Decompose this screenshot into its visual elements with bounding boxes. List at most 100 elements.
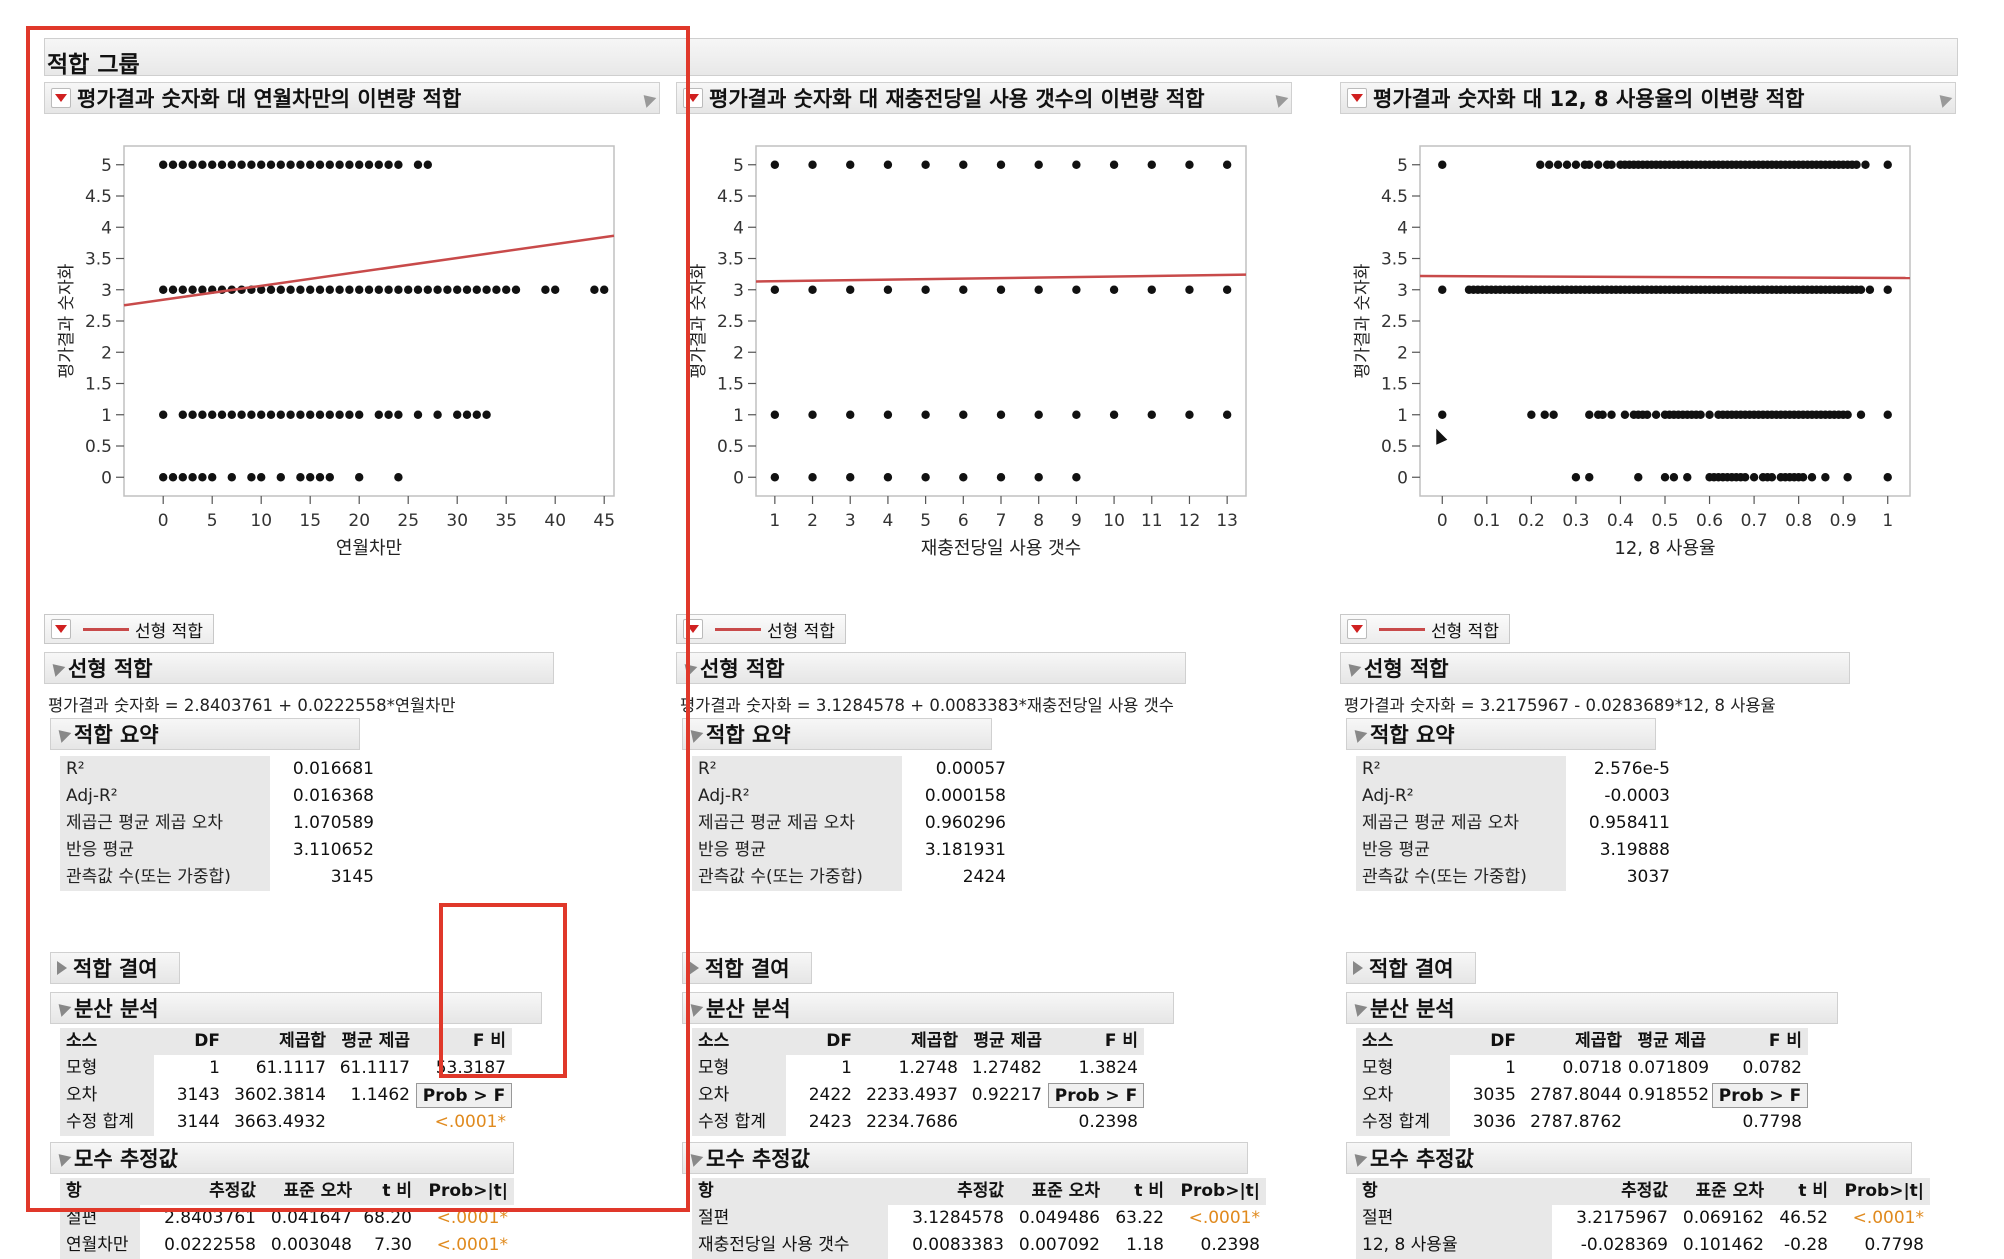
summary-value: 2.576e-5: [1593, 759, 1670, 779]
disclosure-closed-icon[interactable]: [689, 961, 699, 975]
data-point: [266, 285, 276, 294]
scatter-plot-svg[interactable]: 00.511.522.533.544.551 2 3 4 5 6 7 8 9 10 11 12 13재충…: [676, 126, 1286, 596]
red-triangle-menu-icon[interactable]: [51, 619, 71, 639]
parameter-estimates-outline[interactable]: 모수 추정값: [50, 1142, 514, 1174]
data-point: [1749, 473, 1759, 482]
data-point: [257, 410, 266, 419]
red-triangle-menu-icon[interactable]: [51, 88, 71, 108]
data-point: [335, 285, 344, 294]
anova-cell-f: 0.7798: [1742, 1112, 1802, 1132]
plot-frame: [755, 145, 1247, 497]
anova-outline[interactable]: 분산 분석: [682, 992, 1174, 1024]
collapse-triangle-icon[interactable]: [1934, 90, 1953, 108]
report-title-bar[interactable]: 평가결과 숫자화 대 연월차만의 이변량 적합: [44, 82, 660, 114]
data-point: [541, 285, 550, 294]
linear-fit-line[interactable]: [755, 273, 1247, 283]
param-header: 표준 오차: [1674, 1178, 1770, 1205]
data-point: [846, 410, 855, 419]
data-point: [404, 285, 413, 294]
param-header: t 비: [1770, 1178, 1834, 1205]
x-tick-label: 15: [299, 511, 321, 531]
summary-value: 3145: [330, 867, 374, 887]
red-triangle-menu-icon[interactable]: [683, 619, 703, 639]
data-point: [770, 410, 780, 419]
data-point: [296, 160, 305, 169]
disclosure-open-icon[interactable]: [47, 659, 66, 677]
linear-fit-line[interactable]: [1419, 274, 1911, 280]
report-title-bar[interactable]: 평가결과 숫자화 대 재충전당일 사용 갯수의 이변량 적합: [676, 82, 1292, 114]
anova-cell-ms: 1.1462: [350, 1085, 410, 1105]
fit-summary-outline[interactable]: 적합 요약: [682, 718, 992, 750]
collapse-triangle-icon[interactable]: [1270, 90, 1289, 108]
disclosure-open-icon[interactable]: [685, 1149, 704, 1167]
data-point: [325, 473, 334, 482]
data-point: [355, 285, 364, 294]
disclosure-open-icon[interactable]: [685, 999, 704, 1017]
data-point: [374, 410, 383, 419]
disclosure-open-icon[interactable]: [1349, 1149, 1368, 1167]
parameter-estimates-outline[interactable]: 모수 추정값: [682, 1142, 1248, 1174]
disclosure-open-icon[interactable]: [53, 1149, 72, 1167]
y-axis-label: 평가결과 숫자화: [57, 263, 77, 378]
anova-header: 평균 제곱: [332, 1028, 416, 1055]
data-point: [959, 473, 968, 482]
param-cell-est: -0.028369: [1580, 1235, 1668, 1255]
lack-of-fit-outline[interactable]: 적합 결여: [1346, 952, 1476, 984]
param-cell-se: 0.069162: [1682, 1208, 1764, 1228]
disclosure-open-icon[interactable]: [53, 725, 72, 743]
data-point: [1544, 160, 1554, 169]
linear-fit-line[interactable]: [123, 234, 615, 307]
data-point: [276, 410, 285, 419]
x-axis-label: 연월차만: [336, 538, 402, 559]
lack-of-fit-outline[interactable]: 적합 결여: [682, 952, 812, 984]
report-title-bar[interactable]: 평가결과 숫자화 대 12, 8 사용율의 이변량 적합: [1340, 82, 1956, 114]
data-point: [384, 410, 393, 419]
disclosure-closed-icon[interactable]: [57, 961, 67, 975]
disclosure-open-icon[interactable]: [685, 725, 704, 743]
data-point: [1222, 410, 1232, 419]
x-tick-label: 20: [348, 511, 370, 531]
linear-fit-outline[interactable]: 선형 적합: [676, 652, 1186, 684]
param-cell-p: <.0001*: [436, 1208, 508, 1228]
data-point: [276, 473, 285, 482]
linear-fit-legend-button[interactable]: 선형 적합: [44, 614, 214, 644]
data-point: [846, 160, 855, 169]
data-point: [770, 160, 780, 169]
scatter-plot-svg[interactable]: 0 0.5 1 1.5 2 2.5 3 3.5 4 4.5 5 0 5 10 15 20 25 30 35 40 45 연…: [44, 126, 654, 596]
disclosure-open-icon[interactable]: [53, 999, 72, 1017]
red-triangle-menu-icon[interactable]: [683, 88, 703, 108]
data-point: [315, 473, 325, 482]
red-triangle-menu-icon[interactable]: [1347, 88, 1367, 108]
data-point: [1185, 285, 1194, 294]
linear-fit-legend-button[interactable]: 선형 적합: [676, 614, 846, 644]
anova-title: 분산 분석: [706, 997, 791, 1021]
linear-fit-legend-button[interactable]: 선형 적합: [1340, 614, 1510, 644]
linear-fit-outline[interactable]: 선형 적합: [1340, 652, 1850, 684]
disclosure-open-icon[interactable]: [1343, 659, 1362, 677]
disclosure-closed-icon[interactable]: [1353, 961, 1363, 975]
fit-summary-outline[interactable]: 적합 요약: [50, 718, 360, 750]
anova-outline[interactable]: 분산 분석: [50, 992, 542, 1024]
data-point: [345, 160, 354, 169]
data-point: [1185, 410, 1194, 419]
linear-fit-title: 선형 적합: [68, 657, 153, 681]
data-point: [325, 285, 334, 294]
collapse-triangle-icon[interactable]: [638, 90, 657, 108]
x-tick-label: 1: [1882, 511, 1893, 531]
disclosure-open-icon[interactable]: [1349, 999, 1368, 1017]
linear-fit-outline[interactable]: 선형 적합: [44, 652, 554, 684]
lack-of-fit-outline[interactable]: 적합 결여: [50, 952, 180, 984]
parameter-estimates-outline[interactable]: 모수 추정값: [1346, 1142, 1912, 1174]
anova-outline[interactable]: 분산 분석: [1346, 992, 1838, 1024]
data-point: [808, 160, 817, 169]
data-point: [959, 160, 968, 169]
scatter-plot-svg[interactable]: 0 0.5 1 1.5 2 2.5 3 3.5 4 4.5 5 0 0.1 0.2 0.3 0.4 0.5 0.6…: [1340, 126, 1950, 596]
disclosure-open-icon[interactable]: [1349, 725, 1368, 743]
disclosure-open-icon[interactable]: [679, 659, 698, 677]
data-point: [996, 473, 1006, 482]
x-tick-label: 10: [1103, 511, 1125, 531]
fit-summary-outline[interactable]: 적합 요약: [1346, 718, 1656, 750]
red-triangle-menu-icon[interactable]: [1347, 619, 1367, 639]
x-tick-label: 10: [250, 511, 272, 531]
fit-group-header[interactable]: 적합 그룹: [44, 38, 1958, 78]
